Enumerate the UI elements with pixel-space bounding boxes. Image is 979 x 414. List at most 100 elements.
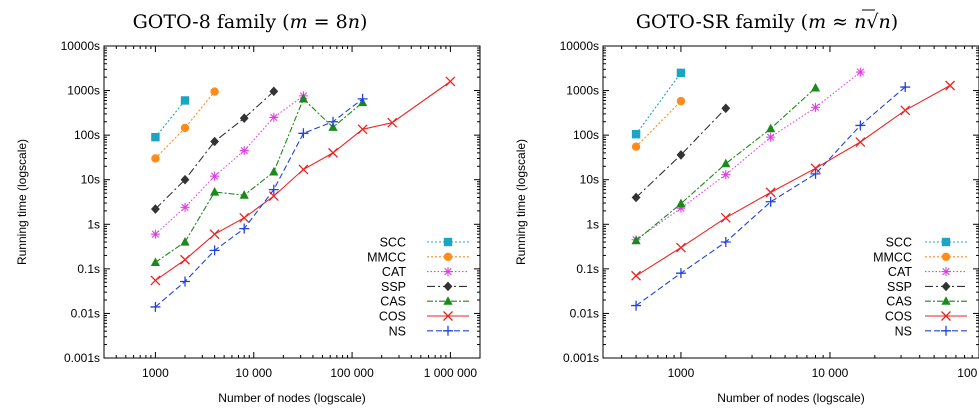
- legend-marker: [941, 296, 951, 305]
- data-point: [180, 202, 190, 212]
- y-tick-label: 10000s: [560, 39, 599, 53]
- legend-label: COS: [379, 310, 406, 324]
- series-ns: [631, 82, 911, 311]
- data-point: [675, 242, 686, 253]
- data-point: [150, 229, 160, 239]
- x-tick-label: 1000: [668, 366, 695, 380]
- data-point: [631, 129, 641, 139]
- series-line: [155, 98, 363, 308]
- data-point: [298, 128, 309, 139]
- series-ns: [150, 93, 368, 312]
- chart-title-part: n: [854, 11, 866, 33]
- legend-label: NS: [389, 324, 406, 338]
- legend-marker: [443, 267, 453, 277]
- series-ssp: [151, 86, 279, 214]
- y-tick-label: 0.1s: [77, 262, 100, 276]
- data-point: [945, 80, 956, 91]
- data-point: [180, 276, 191, 287]
- legend-label: MMCC: [873, 250, 912, 264]
- data-point: [676, 203, 686, 213]
- data-point: [445, 76, 456, 87]
- data-point: [209, 245, 220, 256]
- chart-title: GOTO-SR family (m ≈ n√n): [636, 11, 898, 33]
- x-tick-label: 1 000 000: [424, 366, 478, 380]
- series-line: [154, 100, 186, 138]
- series-line: [155, 91, 216, 159]
- series-line: [635, 107, 727, 198]
- series-scc: [151, 96, 190, 142]
- data-point: [151, 204, 160, 214]
- data-point: [268, 184, 279, 195]
- legend-label: MMCC: [367, 250, 406, 264]
- data-point: [151, 154, 160, 163]
- legend-marker: [941, 252, 951, 261]
- data-point: [675, 268, 686, 279]
- data-point: [180, 123, 190, 133]
- data-point: [721, 170, 731, 180]
- legend-label: CAS: [380, 295, 406, 309]
- data-point: [631, 300, 642, 311]
- data-point: [855, 120, 866, 131]
- y-tick-label: 1000s: [566, 84, 599, 98]
- data-point: [210, 171, 220, 181]
- plot-frame: [602, 45, 979, 359]
- chart-title-part: ≈: [826, 11, 854, 33]
- legend-label: SSP: [887, 280, 912, 294]
- y-tick-label: 10000s: [61, 39, 100, 53]
- series-cat: [150, 91, 308, 239]
- legend-marker: [941, 281, 951, 292]
- series-line: [635, 87, 816, 242]
- chart-title-part: GOTO-SR family (: [636, 11, 808, 33]
- data-point: [328, 116, 339, 127]
- data-point: [855, 67, 865, 77]
- chart-title-part: = 8: [308, 11, 348, 33]
- y-tick-label: 0.001s: [563, 351, 599, 365]
- y-axis-label: Running time (logscale): [15, 139, 29, 265]
- legend-marker: [443, 281, 453, 292]
- data-point: [239, 190, 249, 199]
- series-mmcc: [151, 87, 219, 163]
- chart-title-part: ): [891, 11, 898, 33]
- series-ssp: [631, 103, 731, 203]
- legend-marker: [941, 267, 951, 277]
- data-point: [811, 102, 821, 112]
- data-point: [631, 192, 641, 203]
- x-tick-label: 10 000: [812, 366, 849, 380]
- data-point: [239, 113, 249, 123]
- y-tick-label: 10s: [580, 173, 599, 187]
- data-point: [239, 223, 250, 234]
- y-tick-label: 0.01s: [570, 306, 599, 320]
- data-point: [239, 212, 250, 223]
- y-tick-label: 1s: [586, 217, 599, 231]
- data-point: [210, 136, 220, 147]
- chart-title-part: ): [360, 11, 367, 33]
- series-line: [635, 100, 682, 148]
- legend-marker: [941, 311, 951, 321]
- legend-marker: [941, 325, 951, 336]
- data-point: [209, 229, 220, 240]
- data-point: [387, 117, 398, 128]
- x-axis-label: Number of nodes (logscale): [717, 391, 864, 405]
- data-point: [766, 123, 776, 133]
- data-point: [269, 166, 279, 176]
- series-cos: [631, 80, 956, 281]
- series-cos: [150, 76, 456, 286]
- x-tick-label: 10 000: [235, 366, 272, 380]
- y-tick-label: 0.01s: [71, 306, 100, 320]
- data-point: [357, 93, 368, 104]
- data-point: [900, 105, 911, 116]
- series-line: [155, 90, 275, 210]
- series-cas: [631, 82, 821, 245]
- legend-marker: [941, 237, 951, 247]
- x-tick-label: 100 000: [957, 366, 979, 380]
- series-mmcc: [631, 96, 686, 151]
- y-tick-label: 1s: [87, 217, 100, 231]
- legend-label: SCC: [380, 236, 406, 250]
- y-tick-label: 100s: [74, 128, 100, 142]
- data-point: [239, 146, 249, 156]
- data-point: [150, 301, 161, 312]
- data-point: [631, 270, 642, 281]
- data-point: [180, 174, 190, 185]
